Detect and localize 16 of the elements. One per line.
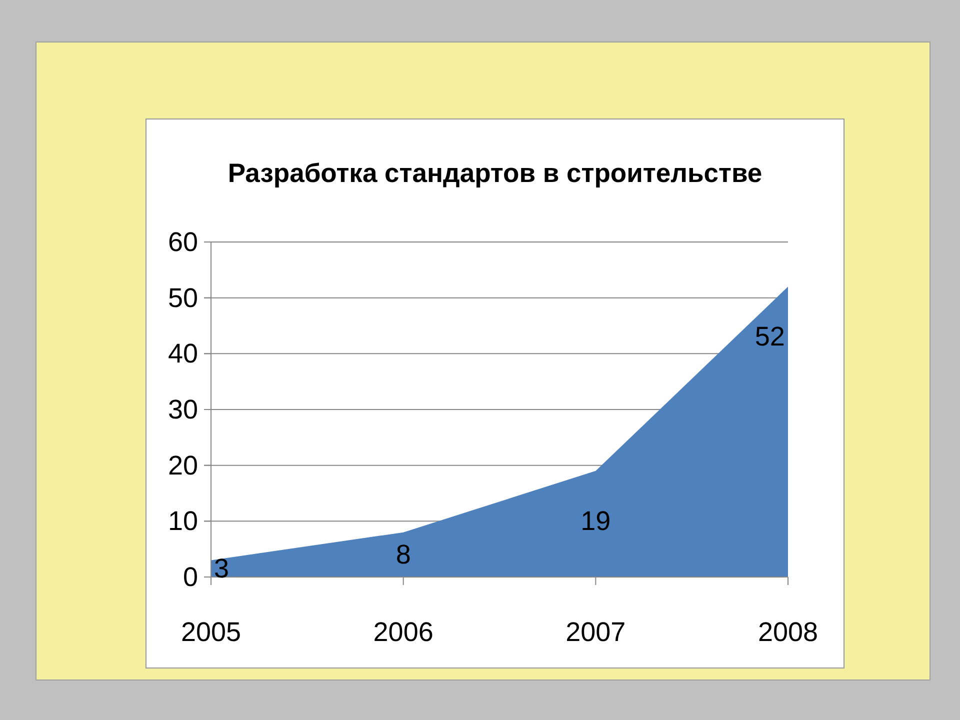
data-label: 19 — [580, 506, 611, 536]
chart-title: Разработка стандартов в строительстве — [228, 158, 762, 188]
data-label: 8 — [396, 540, 411, 570]
x-tick-label: 2007 — [566, 617, 626, 647]
x-tick-label: 2006 — [373, 617, 434, 647]
y-tick-label: 10 — [168, 506, 198, 536]
y-tick-label: 0 — [182, 562, 198, 592]
data-label: 3 — [214, 554, 230, 584]
y-tick-label: 50 — [168, 282, 198, 313]
data-label: 52 — [754, 322, 785, 352]
y-tick-label: 40 — [168, 338, 198, 369]
y-tick-label: 30 — [168, 394, 198, 424]
y-tick-label: 60 — [168, 227, 198, 257]
x-tick-label: 2005 — [180, 617, 242, 647]
x-tick-label: 2008 — [758, 617, 818, 647]
y-tick-label: 20 — [168, 450, 198, 480]
